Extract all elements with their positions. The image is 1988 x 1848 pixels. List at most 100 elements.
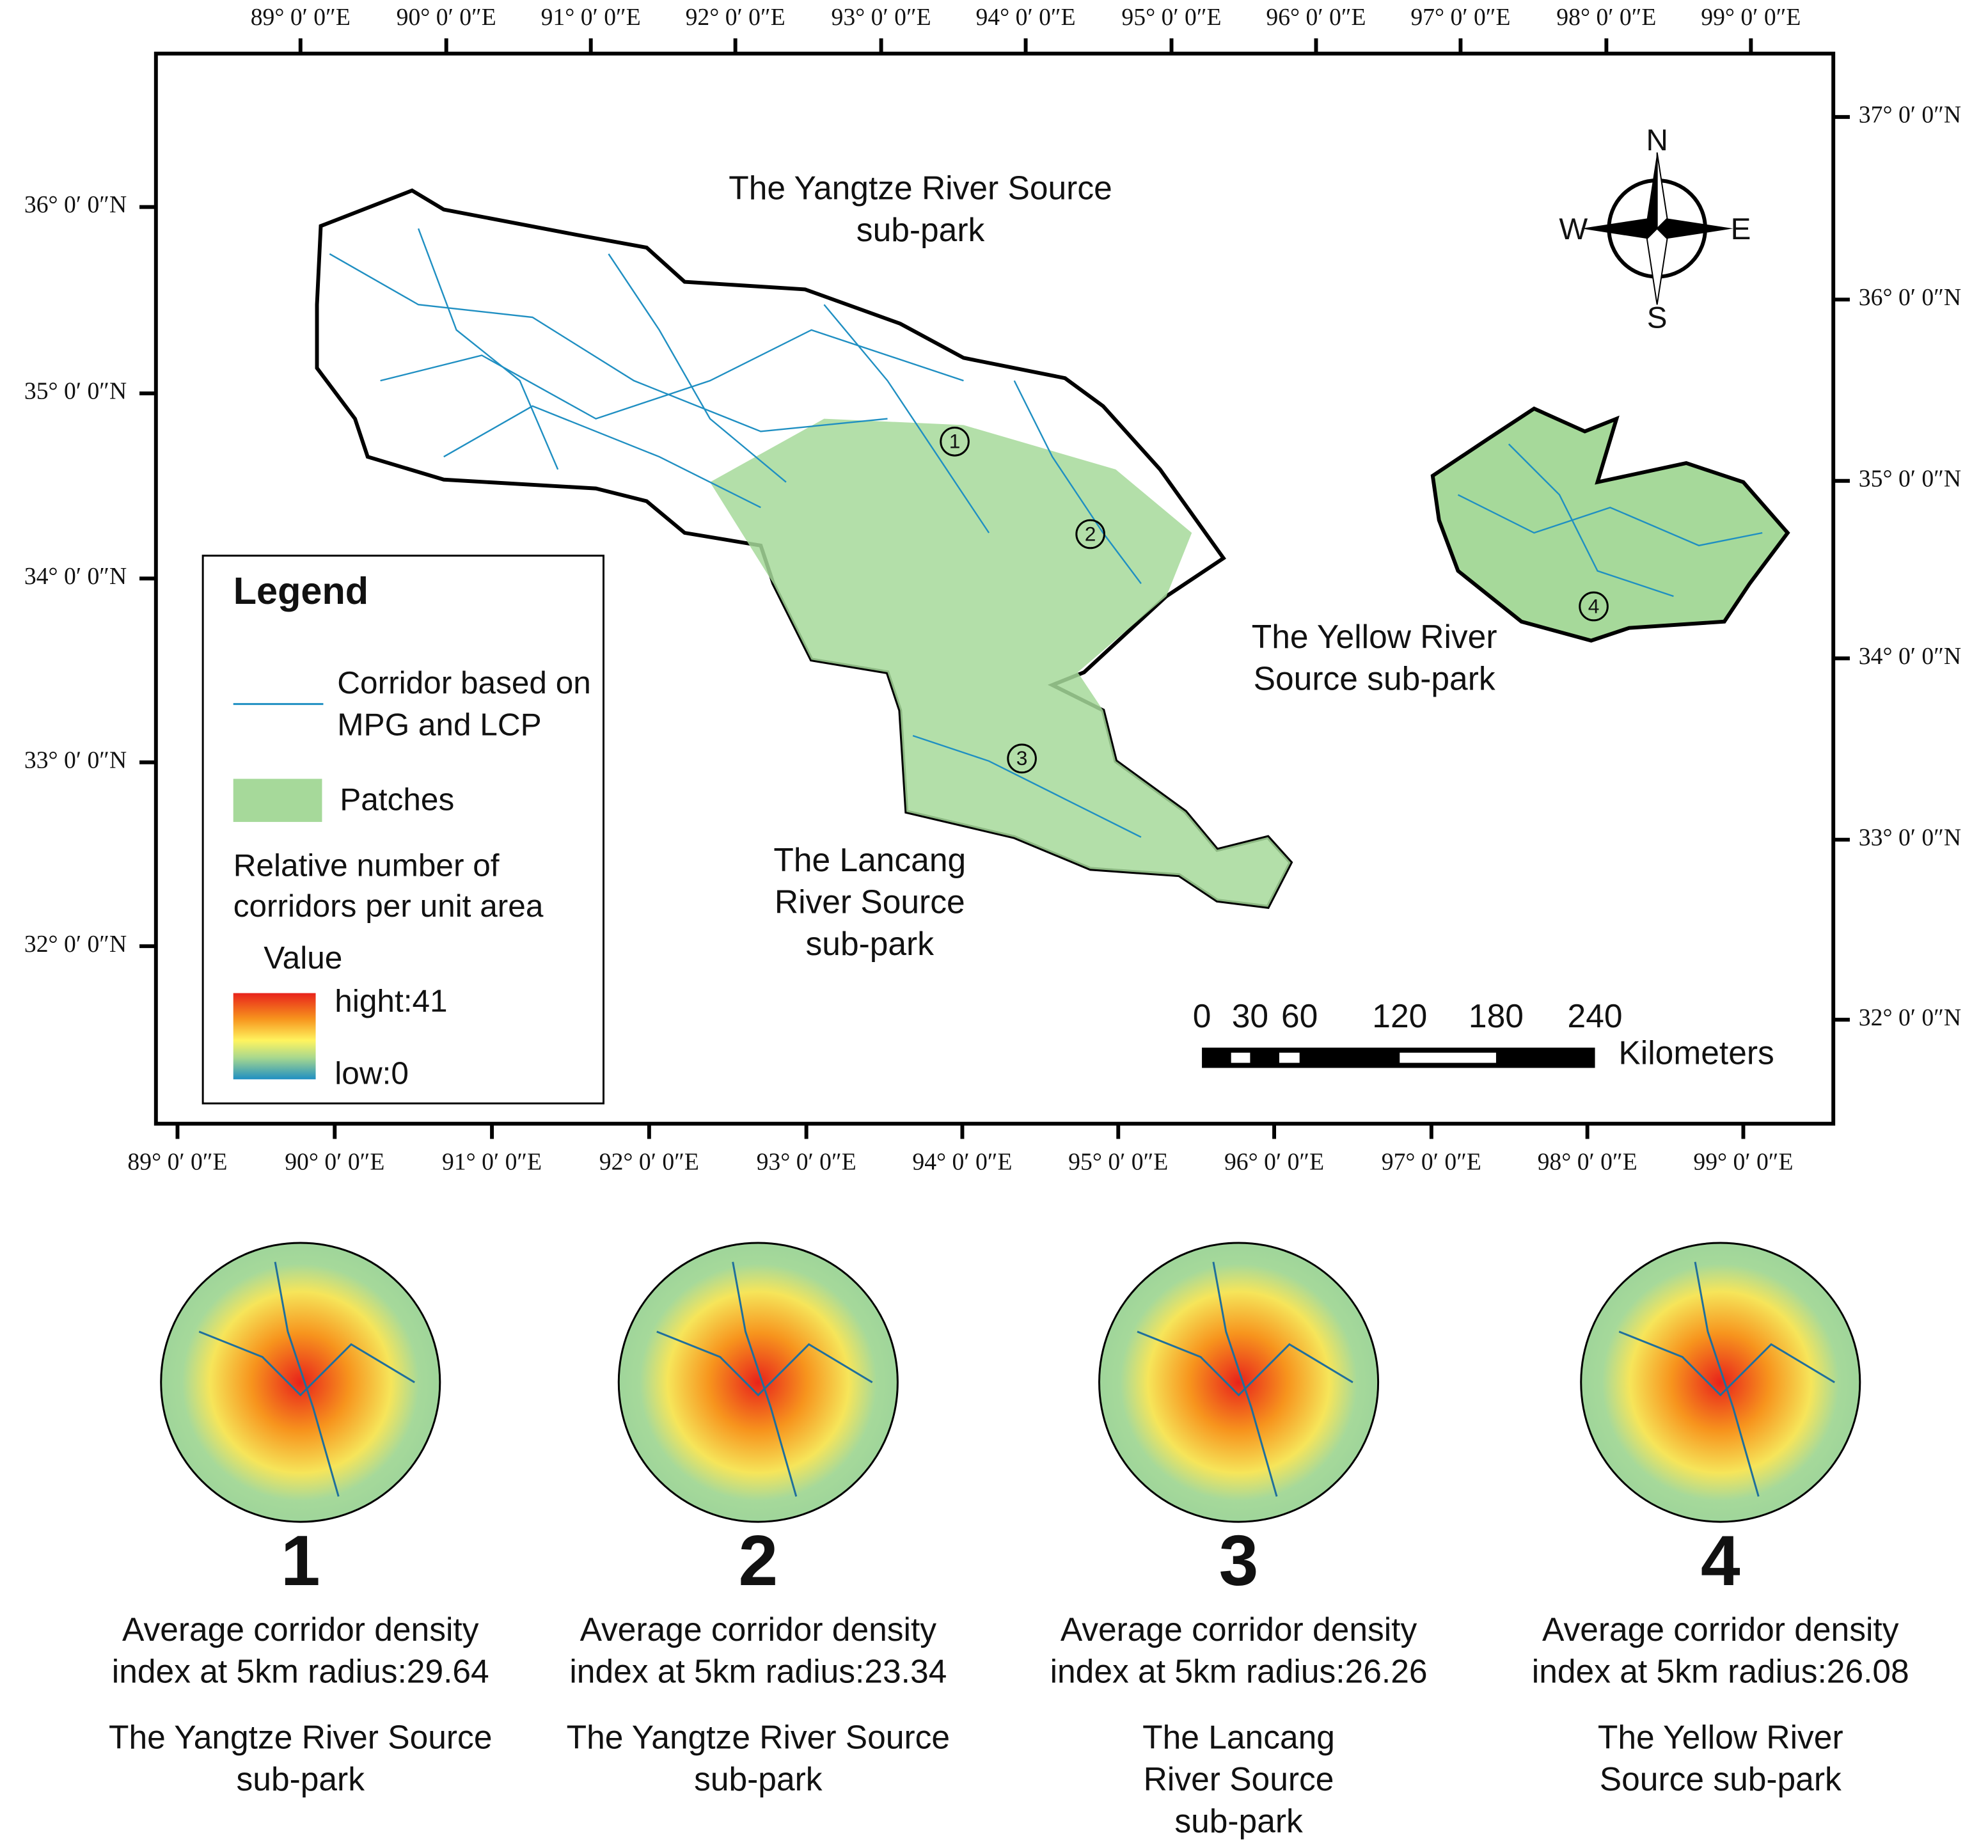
panel-caption: index at 5km radius:26.26 (1050, 1653, 1428, 1690)
region-label: River Source (775, 883, 965, 920)
inset-map (617, 1242, 899, 1523)
inset-corridor (1694, 1261, 1760, 1497)
legend-patches: Patches (340, 781, 454, 817)
legend-corridor: Corridor based on (337, 665, 591, 700)
inset-map (1580, 1242, 1861, 1523)
legend-title: Legend (233, 569, 368, 612)
longitude-label: 99° 0′ 0″E (1693, 1149, 1793, 1176)
longitude-label: 94° 0′ 0″E (975, 4, 1075, 31)
panel-subpark: sub-park (1174, 1802, 1303, 1839)
site-marker (1075, 519, 1105, 549)
legend-density: Relative number of (233, 847, 500, 883)
longitude-label: 95° 0′ 0″E (1121, 4, 1221, 31)
legend-value-title: Value (264, 940, 342, 975)
patch-swatch (233, 778, 322, 822)
scale-bar-segment (1231, 1052, 1250, 1063)
latitude-label: 33° 0′ 0″N (24, 746, 127, 773)
panel-caption: Average corridor density (1061, 1611, 1417, 1648)
inset-corridor (656, 1331, 873, 1396)
inset-corridor (1618, 1331, 1835, 1396)
latitude-label: 36° 0′ 0″N (24, 191, 127, 218)
longitude-label: 91° 0′ 0″E (442, 1149, 542, 1176)
compass: N S E W (1559, 123, 1751, 335)
latitude-label: 33° 0′ 0″N (1859, 824, 1961, 851)
panel-number: 3 (1219, 1521, 1259, 1600)
longitude-label: 90° 0′ 0″E (285, 1149, 384, 1176)
legend: Legend Corridor based on MPG and LCP Pat… (201, 555, 604, 1105)
scale-tick-label: 30 (1232, 997, 1268, 1034)
longitude-label: 93° 0′ 0″E (757, 1149, 856, 1176)
inset-map (160, 1242, 441, 1523)
longitude-label: 92° 0′ 0″E (686, 4, 785, 31)
site-number: 4 (1588, 594, 1600, 617)
compass-star (1646, 152, 1668, 305)
longitude-label: 90° 0′ 0″E (397, 4, 496, 31)
scale-bar-segment (1400, 1052, 1496, 1063)
legend-low: low:0 (335, 1055, 409, 1091)
site-number: 3 (1016, 746, 1028, 770)
map-regions (315, 188, 1790, 909)
longitude-label: 97° 0′ 0″E (1410, 4, 1510, 31)
inset-corridor (1137, 1331, 1353, 1396)
longitude-label: 91° 0′ 0″E (541, 4, 641, 31)
panel-subpark: River Source (1144, 1760, 1334, 1797)
longitude-label: 99° 0′ 0″E (1701, 4, 1801, 31)
inset-corridor (1212, 1261, 1278, 1497)
longitude-label: 93° 0′ 0″E (832, 4, 931, 31)
scale-tick-label: 60 (1281, 997, 1318, 1034)
generated: 89° 0′ 0″E 90° 0′ 0″E 91° 0′ 0″E 92° 0′ 0″E… (24, 4, 1961, 1840)
longitude-label: 98° 0′ 0″E (1538, 1149, 1637, 1176)
site-marker (1579, 591, 1609, 622)
legend-high: hight:41 (335, 983, 447, 1018)
panel-subpark: sub-park (694, 1760, 823, 1797)
latitude-label: 35° 0′ 0″N (1859, 465, 1961, 492)
panel-number: 4 (1701, 1521, 1740, 1600)
longitude-label: 98° 0′ 0″E (1556, 4, 1656, 31)
latitude-label: 34° 0′ 0″N (24, 563, 127, 590)
region-label: sub-park (856, 211, 985, 248)
panel-subpark: The Lancang (1142, 1719, 1335, 1756)
panel-caption: index at 5km radius:26.08 (1532, 1653, 1909, 1690)
panel-subpark: sub-park (237, 1760, 365, 1797)
region-label: sub-park (806, 925, 935, 962)
panel-subpark: The Yangtze River Source (567, 1719, 950, 1756)
latitude-label: 36° 0′ 0″N (1859, 284, 1961, 311)
panel-number: 1 (281, 1521, 320, 1600)
compass-e: E (1731, 212, 1751, 246)
legend-corridor: MPG and LCP (337, 706, 541, 742)
panel-caption: Average corridor density (580, 1611, 937, 1648)
panel-caption: index at 5km radius:29.64 (112, 1653, 489, 1690)
site-marker (940, 427, 970, 457)
region-label: The Yangtze River Source (729, 169, 1112, 206)
scale-tick-label: 240 (1568, 997, 1623, 1034)
latitude-label: 35° 0′ 0″N (24, 378, 127, 405)
panel-caption: index at 5km radius:23.34 (569, 1653, 947, 1690)
panel-subpark: The Yellow River (1598, 1719, 1843, 1756)
longitude-label: 96° 0′ 0″E (1224, 1149, 1324, 1176)
panel-subpark: Source sub-park (1600, 1760, 1842, 1797)
compass-n: N (1646, 123, 1668, 157)
panel-subpark: The Yangtze River Source (109, 1719, 492, 1756)
site-number: 1 (949, 430, 961, 453)
latitude-label: 34° 0′ 0″N (1859, 643, 1961, 670)
panel-caption: Average corridor density (1542, 1611, 1899, 1648)
inset-corridor (732, 1261, 798, 1497)
compass-s: S (1647, 301, 1668, 335)
longitude-label: 89° 0′ 0″E (251, 4, 351, 31)
scale-tick-label: 0 (1193, 997, 1211, 1034)
scale-tick-label: 180 (1469, 997, 1524, 1034)
legend-density: corridors per unit area (233, 888, 544, 924)
site-marker (1007, 743, 1037, 774)
longitude-label: 89° 0′ 0″E (127, 1149, 227, 1176)
corridors (329, 228, 1763, 838)
region-label: The Yellow River (1252, 618, 1497, 655)
longitude-label: 92° 0′ 0″E (599, 1149, 699, 1176)
scale-bar: Kilometers (1202, 1034, 1774, 1071)
region-label: The Lancang (773, 841, 966, 878)
latitude-label: 37° 0′ 0″N (1859, 102, 1961, 129)
inset-corridor (198, 1331, 415, 1396)
scale-unit: Kilometers (1618, 1034, 1774, 1071)
longitude-label: 96° 0′ 0″E (1266, 4, 1366, 31)
yellow-region (1430, 406, 1790, 643)
